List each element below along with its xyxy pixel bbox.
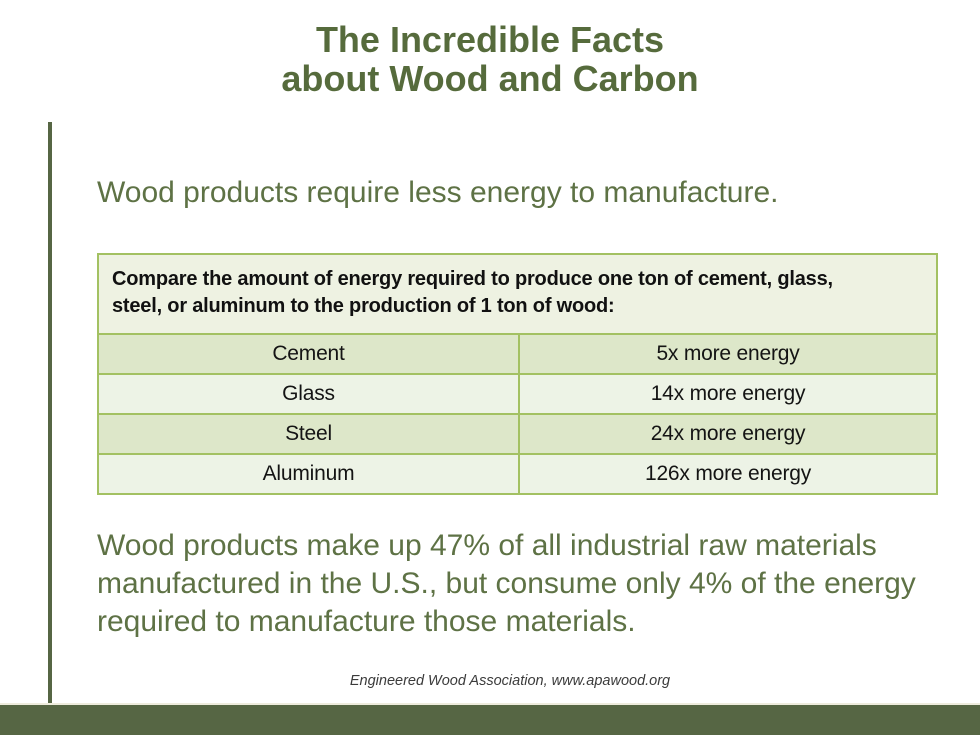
material-cell: Cement <box>99 335 520 373</box>
material-cell: Aluminum <box>99 455 520 493</box>
table-row: Glass 14x more energy <box>99 373 936 413</box>
table-row: Steel 24x more energy <box>99 413 936 453</box>
left-accent-bar <box>48 122 52 704</box>
table-row: Cement 5x more energy <box>99 333 936 373</box>
table-caption: Compare the amount of energy required to… <box>99 255 936 333</box>
energy-cell: 14x more energy <box>650 382 806 405</box>
energy-comparison-table: Compare the amount of energy required to… <box>97 253 938 495</box>
material-cell: Steel <box>99 415 520 453</box>
slide-title-line-1: The Incredible Facts <box>315 19 665 60</box>
energy-cell: 5x more energy <box>656 342 800 365</box>
material-cell: Glass <box>99 375 520 413</box>
subtitle: Wood products require less energy to man… <box>97 176 779 209</box>
energy-cell: 24x more energy <box>650 422 806 445</box>
slide-title: The Incredible Facts about Wood and Carb… <box>0 20 980 98</box>
table-caption-line-2: steel, or aluminum to the production of … <box>112 295 615 317</box>
slide-title-line-2: about Wood and Carbon <box>281 58 699 99</box>
energy-cell: 126x more energy <box>644 462 812 485</box>
body-paragraph: Wood products make up 47% of all industr… <box>97 529 916 638</box>
table-caption-line-1: Compare the amount of energy required to… <box>112 268 833 290</box>
table-row: Aluminum 126x more energy <box>99 453 936 493</box>
source-attribution: Engineered Wood Association, www.apawood… <box>349 673 671 689</box>
bottom-bar <box>0 703 980 735</box>
